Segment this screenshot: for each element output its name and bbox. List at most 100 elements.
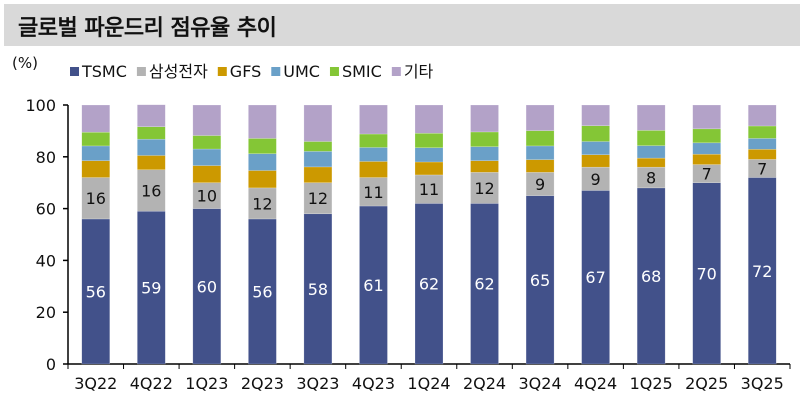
bar-segment-SMIC-2Q24 (470, 131, 499, 147)
bar-segment-삼성전자-1Q23 (192, 182, 222, 209)
legend-swatch-GFS (217, 67, 227, 76)
bar-segment-UMC-3Q25 (747, 138, 777, 150)
x-tick-label: 3Q25 (741, 374, 784, 393)
bar-segment-GFS-1Q24 (414, 161, 444, 176)
data-label-TSMC-4Q23: 61 (363, 276, 383, 295)
data-label-TSMC-2Q23: 56 (252, 282, 272, 301)
legend-label-삼성전자: 삼성전자 (149, 62, 208, 81)
bar-segment-UMC-1Q23 (192, 148, 222, 166)
y-tick-label: 20 (36, 303, 56, 322)
bar-segment-TSMC-2Q24 (470, 203, 499, 365)
x-tick-label: 2Q24 (463, 374, 506, 393)
legend-label-UMC: UMC (283, 62, 320, 81)
bar-segment-UMC-2Q23 (248, 153, 277, 171)
bar-segment-삼성전자-3Q23 (303, 182, 333, 215)
bar-segment-TSMC-3Q22 (81, 218, 111, 365)
bar-segment-UMC-3Q24 (525, 145, 555, 160)
x-tick-label: 3Q23 (296, 374, 339, 393)
chart-title: 글로벌 파운드리 점유율 추이 (18, 16, 277, 41)
data-label-삼성전자-3Q24: 9 (535, 175, 545, 194)
x-tick-label: 2Q25 (685, 374, 728, 393)
bar-segment-삼성전자-2Q23 (248, 187, 277, 220)
x-tick-label: 2Q23 (241, 374, 284, 393)
data-label-TSMC-1Q25: 68 (641, 267, 661, 286)
bar-segment-TSMC-4Q23 (359, 205, 388, 365)
x-tick-label: 3Q24 (519, 374, 562, 393)
bar-segment-TSMC-3Q25 (747, 177, 777, 365)
data-label-TSMC-1Q24: 62 (419, 275, 439, 294)
data-label-삼성전자-1Q25: 8 (646, 169, 656, 188)
bar-segment-기타-2Q23 (248, 104, 277, 139)
bar-segment-GFS-1Q23 (192, 165, 222, 183)
data-label-삼성전자-3Q25: 7 (757, 159, 767, 178)
chart-header: 글로벌 파운드리 점유율 추이 (4, 4, 800, 46)
bar-segment-GFS-4Q22 (137, 155, 166, 171)
data-label-TSMC-4Q24: 67 (585, 268, 605, 287)
bar-segment-TSMC-2Q25 (692, 182, 721, 365)
bar-segment-기타-3Q23 (303, 104, 333, 142)
data-label-TSMC-3Q24: 65 (530, 271, 550, 290)
bar-segment-TSMC-2Q23 (248, 218, 277, 365)
legend-swatch-SMIC (329, 67, 339, 76)
legend-swatch-삼성전자 (136, 67, 146, 76)
x-tick-label: 4Q24 (574, 374, 617, 393)
data-label-TSMC-4Q22: 59 (141, 279, 161, 298)
bar-segment-SMIC-2Q25 (692, 128, 721, 144)
bar-segment-기타-3Q25 (747, 104, 777, 127)
bar-segment-삼성전자-4Q23 (359, 177, 388, 207)
bar-segment-SMIC-3Q22 (81, 131, 111, 147)
bar-segment-UMC-2Q25 (692, 142, 721, 155)
bar-segment-UMC-3Q23 (303, 151, 333, 168)
bar-segment-TSMC-4Q22 (137, 210, 166, 365)
legend-swatch-UMC (271, 67, 281, 76)
bar-segment-삼성전자-3Q22 (81, 177, 111, 220)
data-label-삼성전자-4Q23: 11 (363, 183, 383, 202)
bar-segment-SMIC-3Q23 (303, 141, 333, 152)
data-label-TSMC-2Q25: 70 (697, 264, 717, 283)
bar-segment-SMIC-3Q24 (525, 130, 555, 147)
data-label-삼성전자-2Q23: 12 (252, 194, 272, 213)
bar-segment-GFS-2Q24 (470, 160, 499, 173)
data-label-삼성전자-3Q23: 12 (308, 189, 328, 208)
bar-segment-SMIC-3Q25 (747, 125, 777, 139)
x-tick-label: 1Q23 (185, 374, 228, 393)
bar-segment-기타-1Q24 (414, 104, 444, 134)
bar-segment-기타-4Q22 (137, 104, 166, 128)
bar-segment-UMC-4Q24 (581, 141, 610, 155)
data-label-삼성전자-4Q22: 16 (141, 181, 161, 200)
bar-segment-TSMC-4Q24 (581, 190, 610, 365)
data-label-TSMC-3Q23: 58 (308, 280, 328, 299)
bar-segment-UMC-4Q23 (359, 147, 388, 162)
bar-segment-기타-4Q24 (581, 104, 610, 126)
bar-segment-GFS-3Q24 (525, 159, 555, 173)
legend-label-TSMC: TSMC (81, 62, 127, 81)
y-tick-label: 100 (25, 96, 56, 115)
bar-segment-UMC-1Q25 (636, 145, 666, 159)
bar-segment-삼성전자-2Q24 (470, 172, 499, 204)
bar-segment-SMIC-1Q24 (414, 132, 444, 148)
bar-segment-UMC-3Q22 (81, 145, 111, 161)
legend-swatch-TSMC (70, 67, 79, 76)
bar-segment-기타-3Q24 (525, 104, 555, 131)
data-label-삼성전자-2Q24: 12 (474, 179, 494, 198)
bar-segment-GFS-2Q25 (692, 153, 721, 165)
x-tick-label: 3Q22 (74, 374, 117, 393)
bar-segment-GFS-3Q22 (81, 160, 111, 178)
legend-label-기타: 기타 (404, 62, 434, 81)
bar-segment-GFS-2Q23 (248, 170, 277, 189)
y-tick-label: 40 (36, 251, 56, 270)
data-label-TSMC-1Q23: 60 (197, 277, 217, 296)
y-axis-label: (%) (12, 54, 38, 72)
data-label-삼성전자-1Q23: 10 (197, 187, 217, 206)
bar-segment-기타-2Q24 (470, 104, 499, 133)
bar-segment-기타-1Q25 (636, 104, 666, 131)
bar-segment-SMIC-4Q24 (581, 125, 610, 142)
data-label-삼성전자-1Q24: 11 (419, 180, 439, 199)
data-label-TSMC-3Q25: 72 (752, 262, 772, 281)
y-tick-label: 0 (46, 355, 56, 374)
bar-segment-SMIC-4Q22 (137, 126, 166, 140)
bar-segment-SMIC-1Q25 (636, 130, 666, 146)
bar-segment-SMIC-4Q23 (359, 133, 388, 148)
x-tick-label: 4Q22 (130, 374, 173, 393)
